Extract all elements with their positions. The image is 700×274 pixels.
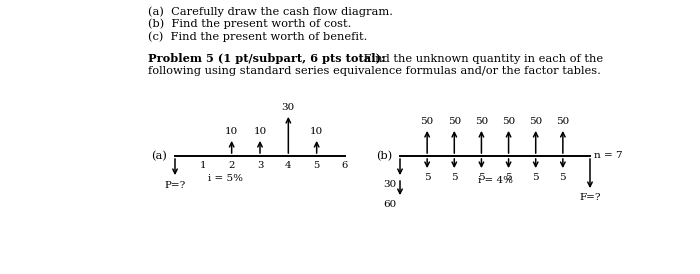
Text: n = 7: n = 7: [594, 152, 622, 161]
Text: i = 5%: i = 5%: [209, 174, 244, 183]
Text: (a)  Carefully draw the cash flow diagram.: (a) Carefully draw the cash flow diagram…: [148, 6, 393, 16]
Text: (a): (a): [151, 151, 167, 161]
Text: following using standard series equivalence formulas and/or the factor tables.: following using standard series equivale…: [148, 66, 601, 76]
Text: Find the unknown quantity in each of the: Find the unknown quantity in each of the: [360, 53, 603, 64]
Text: 10: 10: [310, 127, 323, 136]
Text: 50: 50: [502, 117, 515, 126]
Text: F=?: F=?: [580, 193, 601, 202]
Text: 4: 4: [285, 161, 292, 170]
Text: 5: 5: [451, 173, 458, 182]
Text: 30: 30: [281, 103, 295, 112]
Text: 5: 5: [533, 173, 539, 182]
Text: 5: 5: [559, 173, 566, 182]
Text: 3: 3: [257, 161, 263, 170]
Text: 60: 60: [383, 200, 396, 209]
Text: (b)  Find the present worth of cost.: (b) Find the present worth of cost.: [148, 19, 351, 29]
Text: 2: 2: [228, 161, 235, 170]
Text: 1: 1: [200, 161, 206, 170]
Text: 50: 50: [529, 117, 542, 126]
Text: (c)  Find the present worth of benefit.: (c) Find the present worth of benefit.: [148, 31, 368, 42]
Text: 5: 5: [314, 161, 320, 170]
Text: 6: 6: [342, 161, 348, 170]
Text: 30: 30: [383, 180, 396, 189]
Text: 50: 50: [556, 117, 570, 126]
Text: P=?: P=?: [164, 181, 186, 190]
Text: (b): (b): [376, 151, 392, 161]
Text: 50: 50: [475, 117, 488, 126]
Text: 5: 5: [478, 173, 484, 182]
Text: 50: 50: [421, 117, 434, 126]
Text: 10: 10: [253, 127, 267, 136]
Text: 5: 5: [424, 173, 430, 182]
Text: 5: 5: [505, 173, 512, 182]
Text: i = 4%: i = 4%: [477, 176, 512, 185]
Text: 50: 50: [448, 117, 461, 126]
Text: 10: 10: [225, 127, 238, 136]
Text: Problem 5 (1 pt/subpart, 6 pts total):: Problem 5 (1 pt/subpart, 6 pts total):: [148, 53, 385, 64]
